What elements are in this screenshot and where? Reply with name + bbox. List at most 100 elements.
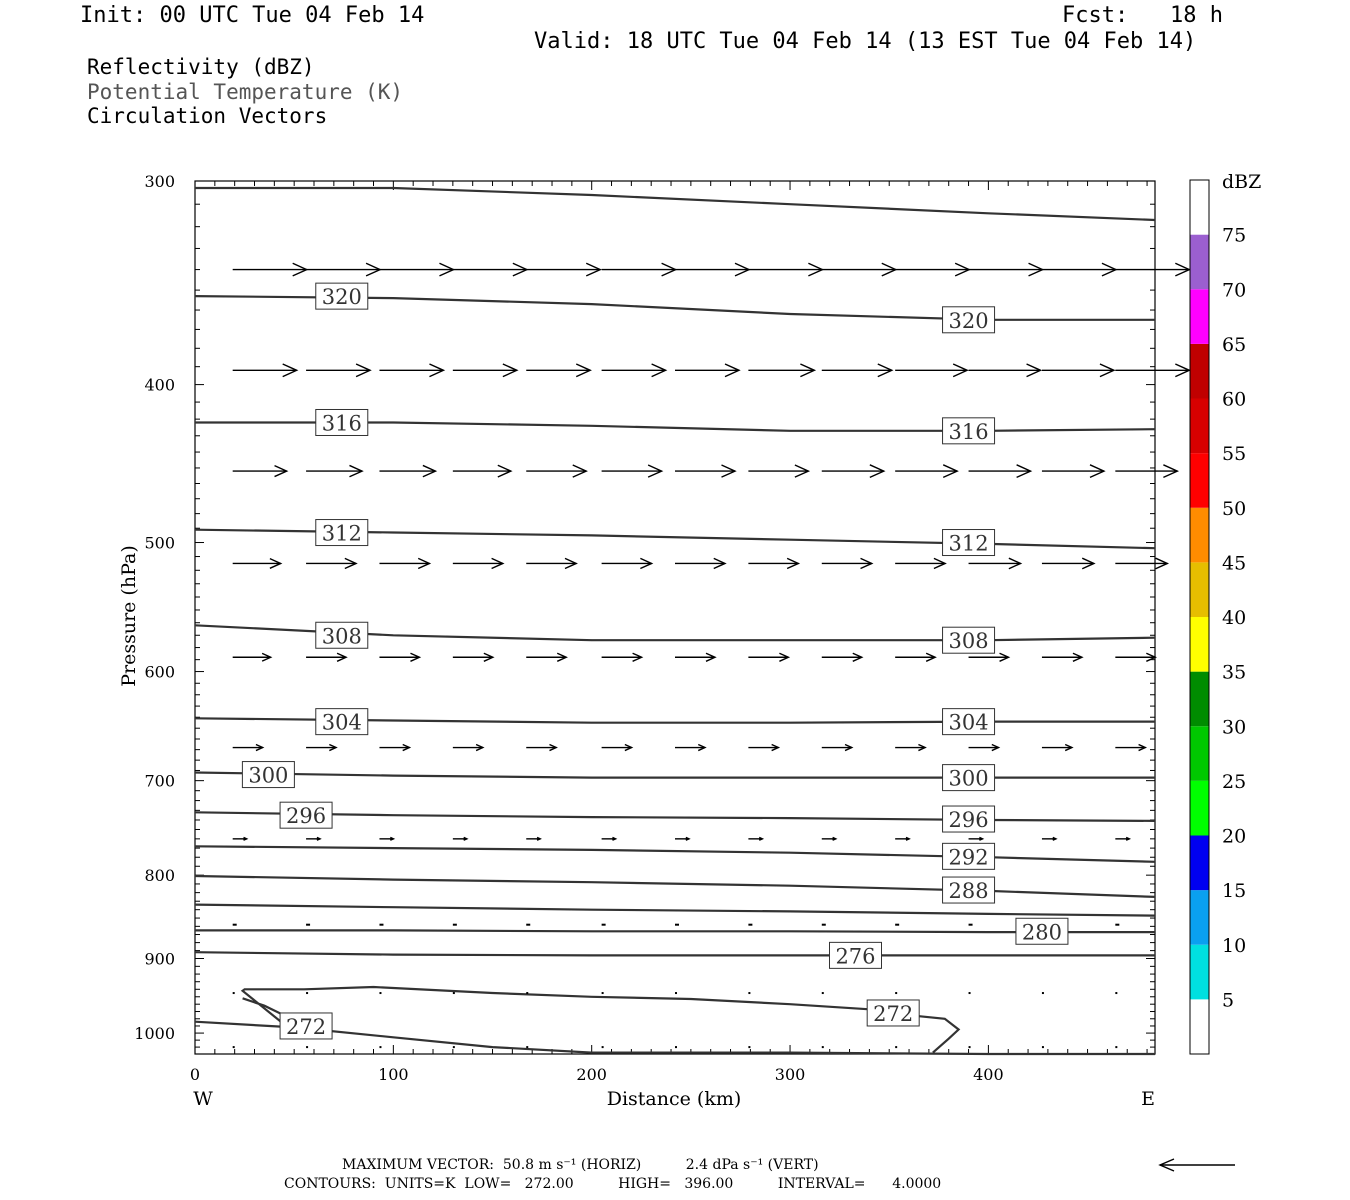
circulation-vector — [601, 1046, 604, 1049]
valid-time: Valid: 18 UTC Tue 04 Feb 14 (13 EST Tue … — [534, 29, 1197, 54]
circulation-vector — [379, 363, 446, 378]
circulation-vector — [895, 557, 947, 570]
colorbar-label: 70 — [1222, 279, 1246, 301]
circulation-vector — [452, 557, 505, 570]
contour-label-box — [942, 626, 996, 654]
circulation-vector — [379, 836, 396, 841]
circulation-vector — [1041, 363, 1116, 378]
contour-label-box — [942, 876, 996, 904]
contour-label-box — [315, 621, 369, 649]
circulation-vector — [968, 464, 1033, 479]
circulation-vector — [895, 836, 911, 841]
colorbar-segment — [1190, 398, 1209, 454]
colorbar-segment — [1190, 890, 1209, 945]
circulation-vector — [601, 363, 668, 378]
circulation-vector — [1115, 557, 1170, 570]
circulation-vector — [968, 363, 1043, 378]
circulation-vector — [895, 363, 969, 378]
circulation-vector — [306, 652, 348, 662]
contour-label: 316 — [949, 420, 989, 444]
circulation-vector — [306, 743, 338, 752]
contour-label-box — [942, 842, 996, 870]
circulation-vector — [601, 557, 654, 570]
circulation-vector — [232, 557, 283, 569]
circulation-vector — [1115, 262, 1192, 277]
colorbar-segment — [1190, 671, 1209, 727]
circulation-vector — [526, 557, 578, 570]
circulation-vector — [821, 992, 824, 995]
colorbar-segment — [1190, 343, 1209, 399]
circulation-vector — [452, 652, 495, 662]
contour-label: 272 — [286, 1015, 326, 1039]
y-tick-label: 1000 — [134, 1024, 175, 1043]
circulation-vector — [232, 992, 235, 995]
circulation-vector — [675, 557, 727, 570]
colorbar-segment — [1190, 944, 1209, 1000]
y-tick-label: 800 — [144, 866, 175, 885]
circulation-vector — [1115, 923, 1120, 926]
contour-label-box — [942, 805, 996, 833]
circulation-vector — [1041, 992, 1044, 995]
circulation-vector — [1115, 652, 1158, 662]
circulation-vector — [526, 363, 592, 378]
circulation-vector — [675, 992, 677, 995]
circulation-vector — [306, 992, 309, 995]
colorbar-label: 30 — [1222, 716, 1246, 738]
contour-label: 280 — [1022, 920, 1062, 944]
contour-label: 300 — [949, 767, 989, 791]
contour-label-box — [279, 801, 333, 829]
isentrope-line — [194, 874, 1156, 898]
circulation-vector — [968, 652, 1011, 662]
colorbar-segment — [1190, 617, 1209, 672]
circulation-vector — [601, 923, 606, 926]
contour-label: 304 — [949, 711, 989, 735]
y-tick-label: 700 — [144, 772, 175, 791]
circulation-vector — [748, 557, 801, 570]
contour-label-box — [942, 529, 996, 557]
circulation-vector — [748, 743, 781, 752]
colorbar-segment — [1190, 289, 1209, 344]
circulation-vector — [675, 652, 717, 662]
circulation-vector — [895, 1046, 898, 1049]
circulation-vector — [526, 464, 588, 478]
circulation-vector — [1041, 557, 1096, 570]
x-tick-label: 100 — [378, 1065, 409, 1084]
contour-label: 272 — [873, 1002, 913, 1026]
init-time: Init: 00 UTC Tue 04 Feb 14 — [80, 3, 425, 28]
circulation-vector — [306, 836, 322, 841]
x-end-label-west: W — [193, 1088, 213, 1110]
circulation-vector — [895, 743, 927, 752]
circulation-vector — [306, 363, 372, 378]
circulation-vector — [821, 836, 838, 841]
contour-label: 312 — [322, 522, 362, 546]
circulation-vector — [526, 923, 531, 926]
legend-reflectivity: Reflectivity (dBZ) — [87, 55, 315, 79]
circulation-vector — [1115, 1046, 1118, 1049]
colorbar-label: 25 — [1222, 771, 1246, 793]
y-tick-label: 400 — [144, 376, 175, 395]
circulation-vector — [452, 743, 485, 752]
isentrope-line — [194, 903, 1156, 917]
colorbar-segment — [1190, 835, 1209, 891]
contour-label: 292 — [949, 845, 989, 869]
x-tick-label: 400 — [973, 1065, 1004, 1084]
circulation-vector — [1041, 836, 1058, 841]
circulation-vector — [895, 652, 937, 662]
circulation-vector — [968, 836, 985, 841]
colorbar-label: 55 — [1222, 443, 1246, 465]
circulation-vector — [379, 464, 438, 478]
plot-frame — [194, 180, 1156, 1055]
circulation-vector — [675, 464, 737, 478]
forecast-label: Fcst: — [1062, 3, 1129, 28]
colorbar-label: 35 — [1222, 662, 1246, 684]
colorbar-label: 40 — [1222, 607, 1246, 629]
legend-potential-temperature: Potential Temperature (K) — [87, 80, 404, 104]
circulation-vector — [895, 923, 900, 926]
x-axis-label: Distance (km) — [607, 1088, 742, 1110]
colorbar-label: 60 — [1222, 389, 1246, 411]
circulation-vector — [452, 923, 457, 926]
contour-label-box — [315, 408, 369, 436]
circulation-vector — [1115, 743, 1148, 752]
circulation-vector — [232, 923, 237, 926]
circulation-vector — [1115, 992, 1118, 995]
